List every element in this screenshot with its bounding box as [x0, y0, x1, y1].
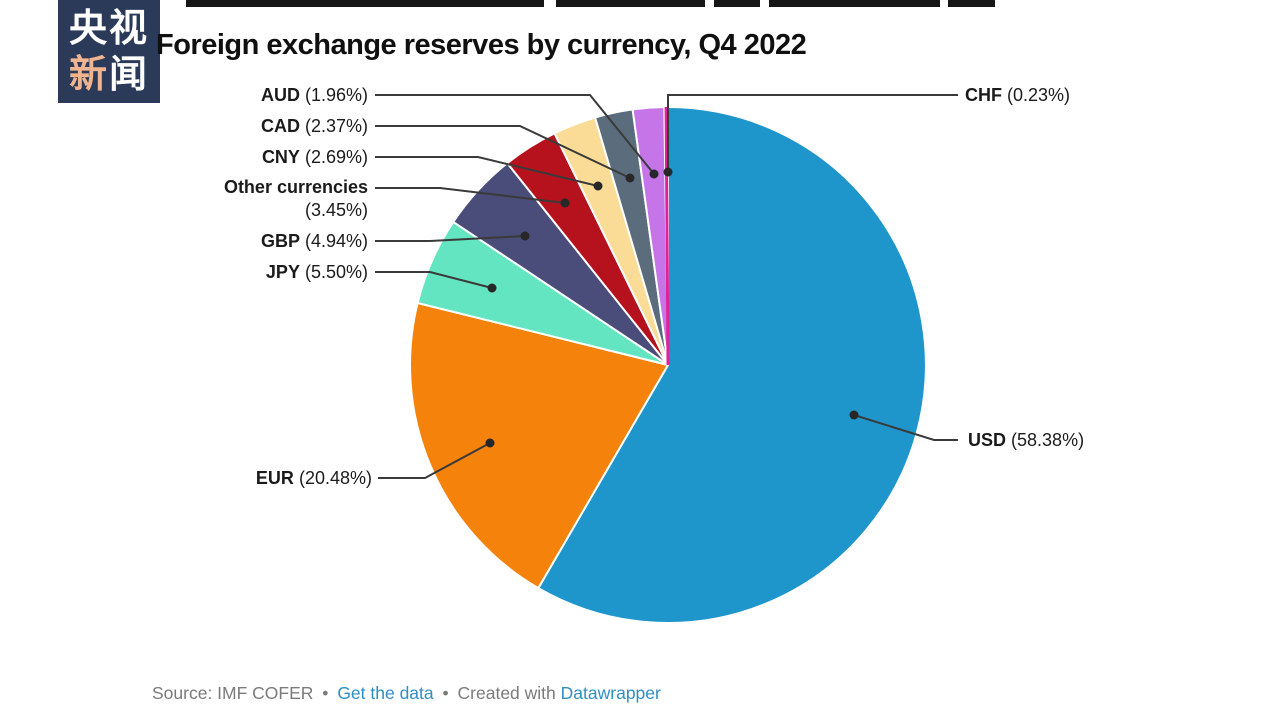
chart-footer: Source: IMF COFER • Get the data • Creat…	[152, 683, 661, 704]
source-text: Source: IMF COFER	[152, 683, 314, 703]
cropped-top-bar	[948, 0, 995, 7]
label-other-currencies: Other currencies (3.45%)	[223, 177, 368, 220]
logo-accent-char: 新	[68, 53, 109, 96]
pie-slice-chf[interactable]	[664, 106, 670, 366]
cropped-top-bar	[186, 0, 544, 7]
footer-separator: •	[322, 683, 329, 703]
datawrapper-link[interactable]: Datawrapper	[560, 683, 661, 703]
created-with-text: Created with	[457, 683, 556, 703]
logo-rest-char: 闻	[109, 53, 150, 96]
label-cny: CNY (2.69%)	[261, 147, 368, 167]
label-eur: EUR (20.48%)	[255, 468, 372, 488]
cctv-news-logo: 央视 新闻	[58, 0, 160, 103]
label-chf: CHF (0.23%)	[965, 85, 1071, 105]
label-cad: CAD (2.37%)	[260, 116, 368, 136]
cropped-top-bar	[556, 0, 705, 7]
logo-row2: 新闻	[69, 52, 149, 98]
cropped-top-bar	[714, 0, 760, 7]
label-usd: USD (58.38%)	[968, 430, 1085, 450]
footer-separator: •	[442, 683, 449, 703]
get-the-data-link[interactable]: Get the data	[337, 683, 434, 703]
label-aud: AUD (1.96%)	[260, 85, 368, 105]
chart-title: Foreign exchange reserves by currency, Q…	[156, 29, 807, 62]
cropped-top-bar	[769, 0, 940, 7]
label-jpy: JPY (5.50%)	[265, 262, 368, 282]
label-gbp: GBP (4.94%)	[260, 231, 368, 251]
logo-row1: 央视	[68, 7, 149, 50]
